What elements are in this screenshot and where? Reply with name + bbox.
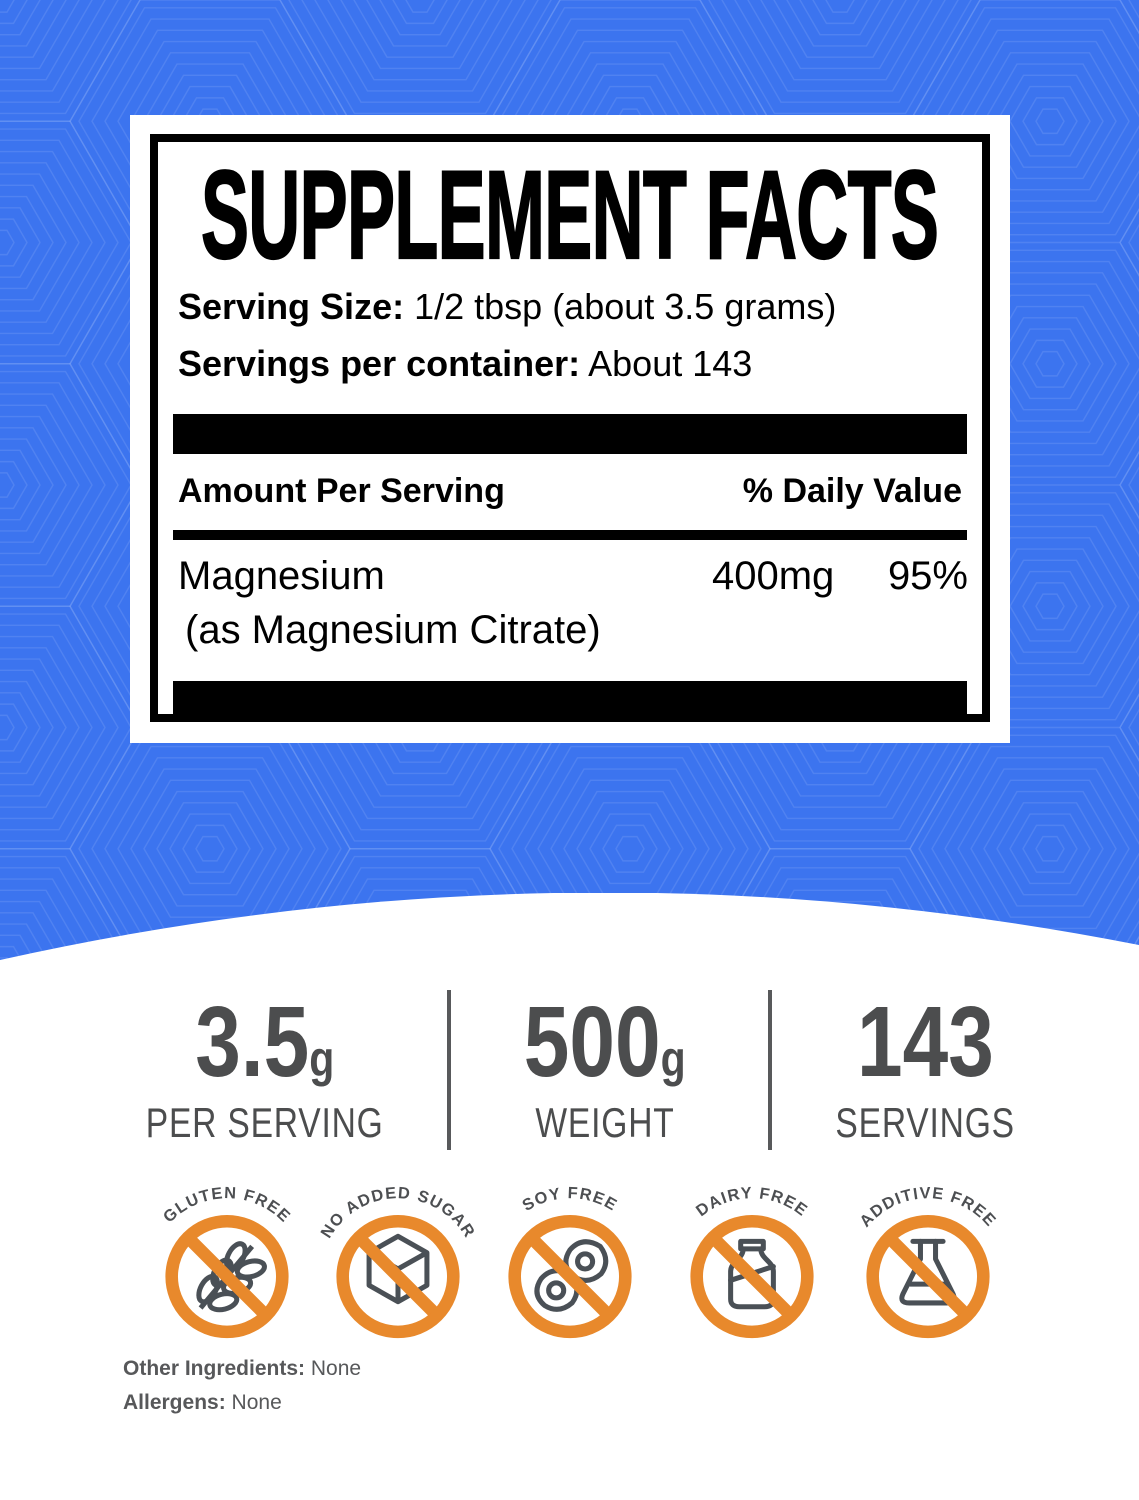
serving-size-value: 1/2 tbsp (about 3.5 grams)	[414, 286, 837, 327]
stat-label: PER SERVING	[146, 1099, 384, 1146]
svg-text:NO ADDED SUGAR: NO ADDED SUGAR	[317, 1186, 478, 1241]
facts-border-box: SUPPLEMENT FACTS Serving Size: 1/2 tbsp …	[150, 134, 990, 722]
svg-text:SOY FREE: SOY FREE	[519, 1186, 620, 1215]
separator-bar-bottom	[173, 680, 967, 721]
prohibition-circle	[690, 1214, 814, 1339]
curved-white-section	[0, 893, 1139, 1500]
stat-label: WEIGHT	[535, 1099, 675, 1146]
prohibition-slash	[885, 1234, 971, 1319]
prohibition-slash	[184, 1234, 270, 1319]
daily-value-header: % Daily Value	[742, 472, 962, 511]
nutrient-name: Magnesium	[178, 553, 385, 598]
prohibition-circle	[336, 1214, 460, 1339]
nutrient-source: (as Magnesium Citrate)	[185, 607, 601, 652]
stat-divider	[768, 990, 772, 1150]
serving-size-label: Serving Size:	[178, 286, 405, 327]
badge-dairy-free: DAIRY FREE	[664, 1186, 840, 1352]
prohibition-slash	[527, 1234, 613, 1319]
stat-weight: 500g WEIGHT	[445, 992, 765, 1144]
prohibition-slash	[709, 1234, 795, 1319]
stat-value: 500g	[524, 986, 686, 1098]
badge-no-added-sugar: NO ADDED SUGAR	[310, 1186, 486, 1352]
other-ingredients-line: Other Ingredients: None	[123, 1352, 361, 1386]
other-ingredients-value: None	[310, 1357, 362, 1380]
prohibition-circle	[866, 1214, 990, 1339]
stat-value: 3.5g	[195, 986, 335, 1098]
nutrient-daily-value: 95%	[887, 553, 968, 598]
allergens-value: None	[231, 1391, 282, 1415]
amount-per-serving-header: Amount Per Serving	[178, 472, 505, 511]
allergens-line: Allergens: None	[123, 1386, 361, 1420]
stat-divider	[447, 990, 451, 1150]
prohibition-circle	[508, 1214, 632, 1339]
supplement-facts-panel: SUPPLEMENT FACTS Serving Size: 1/2 tbsp …	[130, 115, 1010, 743]
serving-size-line: Serving Size: 1/2 tbsp (about 3.5 grams)	[158, 284, 982, 331]
nutrient-row: Magnesium (as Magnesium Citrate) 400mg 9…	[158, 540, 982, 681]
stat-value: 143	[856, 986, 994, 1098]
stat-unit: g	[660, 1031, 686, 1087]
separator-bar-thin	[173, 529, 967, 540]
servings-per-container-line: Servings per container: About 143	[158, 341, 982, 388]
stat-per-serving: 3.5g PER SERVING	[105, 992, 425, 1144]
prohibition-slash	[355, 1234, 441, 1319]
other-ingredients-label: Other Ingredients:	[123, 1357, 306, 1380]
facts-title: SUPPLEMENT FACTS	[201, 144, 940, 286]
separator-bar-top	[173, 413, 967, 454]
stat-servings: 143 SERVINGS	[765, 992, 1085, 1144]
allergens-label: Allergens:	[123, 1391, 226, 1415]
stat-unit: g	[309, 1031, 335, 1087]
nutrient-amount: 400mg	[712, 553, 835, 598]
servings-per-container-value: About 143	[588, 342, 753, 384]
footer-ingredients: Other Ingredients: None Allergens: None	[123, 1352, 361, 1420]
stat-label: SERVINGS	[835, 1099, 1015, 1146]
badge-additive-free: ADDITIVE FREE	[840, 1186, 1016, 1352]
badge-gluten-free: GLUTEN FREE	[139, 1186, 315, 1352]
badge-soy-free: SOY FREE	[482, 1186, 658, 1352]
prohibition-circle	[165, 1214, 289, 1339]
servings-per-container-label: Servings per container:	[178, 342, 581, 384]
